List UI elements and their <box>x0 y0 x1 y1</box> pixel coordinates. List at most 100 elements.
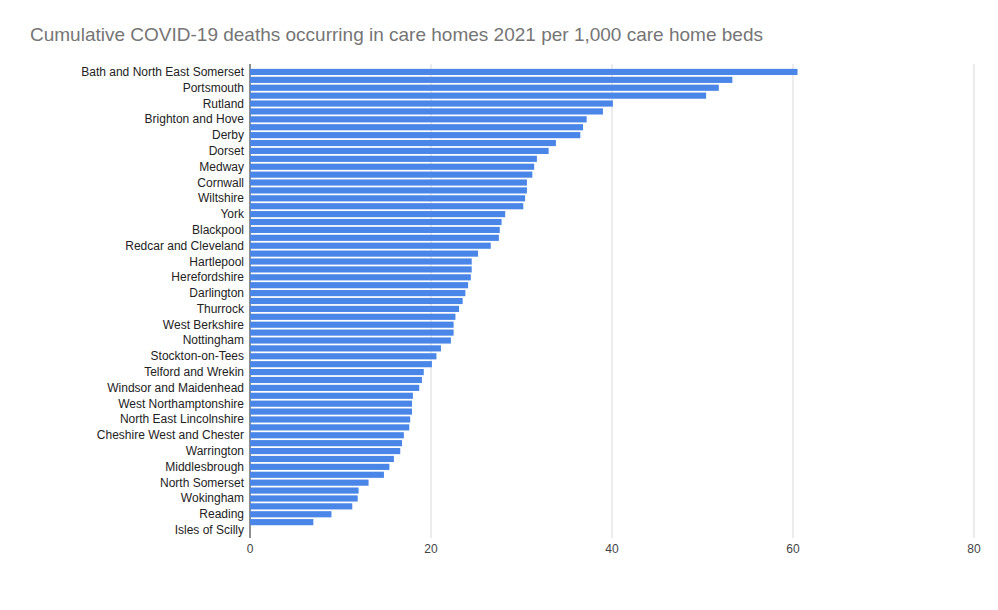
category-label: Cheshire West and Chester <box>97 428 244 442</box>
category-label: Blackpool <box>192 223 244 237</box>
tick-label: 20 <box>424 542 438 556</box>
category-label: Middlesbrough <box>165 460 244 474</box>
bar <box>250 527 251 533</box>
category-label: Hartlepool <box>189 255 244 269</box>
bar <box>250 440 402 446</box>
page: {"chart_data": {"type": "bar", "orientat… <box>0 0 998 610</box>
category-label: West Berkshire <box>163 318 244 332</box>
bar <box>250 124 583 130</box>
category-label: Reading <box>199 507 244 521</box>
grid-line <box>974 64 975 538</box>
grid <box>250 64 974 538</box>
category-label: Derby <box>212 128 244 142</box>
bar <box>250 448 400 454</box>
category-label: Herefordshire <box>171 270 244 284</box>
category-label: Rutland <box>203 97 244 111</box>
chart: Cumulative COVID-19 deaths occurring in … <box>0 0 998 610</box>
bar <box>250 401 412 407</box>
grid-line <box>612 64 613 538</box>
bar <box>250 93 706 99</box>
category-label: Windsor and Maidenhead <box>107 381 244 395</box>
bar <box>250 377 422 383</box>
tick-label: 80 <box>967 542 981 556</box>
category-label: Redcar and Cleveland <box>125 239 244 253</box>
bar <box>250 298 463 304</box>
bar <box>250 211 505 217</box>
category-label: Warrington <box>186 444 244 458</box>
bar <box>250 369 424 375</box>
bar <box>250 100 613 106</box>
category-label: Stockton-on-Tees <box>151 349 244 363</box>
bar <box>250 187 527 193</box>
bar <box>250 243 491 249</box>
bar <box>250 69 798 75</box>
bar <box>250 77 732 83</box>
bar <box>250 156 537 162</box>
category-label: Wiltshire <box>198 191 244 205</box>
bar <box>250 385 419 391</box>
category-label: Medway <box>199 160 244 174</box>
bar <box>250 322 454 328</box>
bar <box>250 345 441 351</box>
bar <box>250 251 478 257</box>
bar <box>250 274 471 280</box>
bar <box>250 172 532 178</box>
bar <box>250 132 580 138</box>
bar <box>250 495 358 501</box>
tick-label: 40 <box>605 542 619 556</box>
category-label: Portsmouth <box>183 81 244 95</box>
bar <box>250 519 313 525</box>
bar <box>250 258 472 264</box>
bar <box>250 337 451 343</box>
bar <box>250 179 527 185</box>
bar <box>250 393 413 399</box>
category-label: North East Lincolnshire <box>120 412 244 426</box>
bar <box>250 219 502 225</box>
bar <box>250 148 549 154</box>
category-label: Nottingham <box>183 333 244 347</box>
bar <box>250 116 587 122</box>
category-label: Telford and Wrekin <box>144 365 244 379</box>
bar <box>250 330 454 336</box>
category-label: Cornwall <box>197 176 244 190</box>
bar <box>250 472 384 478</box>
bar <box>250 464 389 470</box>
bar <box>250 408 412 414</box>
bar <box>250 511 331 517</box>
bar <box>250 290 465 296</box>
bar <box>250 85 719 91</box>
bar <box>250 203 523 209</box>
category-label: West Northamptonshire <box>118 397 244 411</box>
bar <box>250 227 500 233</box>
tick-label: 0 <box>247 542 254 556</box>
grid-line <box>793 64 794 538</box>
bars <box>250 69 798 525</box>
bar <box>250 140 556 146</box>
bar <box>250 195 525 201</box>
category-label: Wokingham <box>181 491 244 505</box>
bar <box>250 314 455 320</box>
category-label: Bath and North East Somerset <box>81 65 244 79</box>
bar <box>250 164 534 170</box>
tick-label: 60 <box>786 542 800 556</box>
bar <box>250 503 352 509</box>
title: Cumulative COVID-19 deaths occurring in … <box>30 24 763 45</box>
bar <box>250 424 409 430</box>
bar <box>250 306 459 312</box>
bar <box>250 416 410 422</box>
category-label: Darlington <box>189 286 244 300</box>
bar <box>250 487 359 493</box>
bar <box>250 432 404 438</box>
category-label: Isles of Scilly <box>175 523 244 537</box>
bar <box>250 266 472 272</box>
bar <box>250 108 603 114</box>
bar <box>250 456 394 462</box>
category-label: York <box>220 207 245 221</box>
category-label: North Somerset <box>160 476 245 490</box>
bar <box>250 235 499 241</box>
category-label: Thurrock <box>197 302 245 316</box>
category-label: Dorset <box>209 144 245 158</box>
bar <box>250 282 468 288</box>
bar <box>250 480 369 486</box>
category-label: Brighton and Hove <box>145 112 245 126</box>
